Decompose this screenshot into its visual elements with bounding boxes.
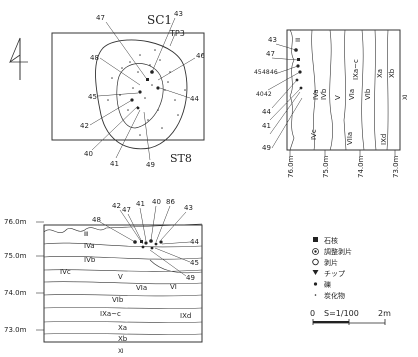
feature-outline	[116, 63, 164, 129]
svg-text:73.0m: 73.0m	[392, 155, 400, 178]
callout-41: 41	[110, 160, 119, 168]
svg-text:2m: 2m	[378, 309, 391, 318]
double-circle-icon	[312, 248, 319, 255]
callout-40: 40	[152, 198, 161, 206]
svg-text:IVc: IVc	[60, 268, 71, 276]
callout-45: 45	[88, 93, 97, 101]
svg-text:76.0m: 76.0m	[4, 218, 27, 226]
svg-text:0: 0	[310, 309, 315, 318]
callout-46: 46	[270, 69, 278, 76]
plan-view: SC1 TP3 ST8 47 43 48 46 45 44 42 40 41 4…	[51, 10, 205, 169]
svg-text:VIa: VIa	[136, 284, 147, 292]
pit-label: SC1	[147, 13, 172, 27]
svg-text:剥片: 剥片	[324, 258, 338, 267]
svg-text:調整剥片: 調整剥片	[324, 247, 352, 256]
small-dot-icon	[314, 294, 317, 296]
callout-47: 47	[266, 50, 275, 58]
callout-42: 42	[80, 122, 89, 130]
callout-49: 49	[146, 161, 155, 169]
north-arrow-icon	[9, 37, 28, 80]
callout-42: 42	[112, 202, 121, 210]
svg-text:VIb: VIb	[112, 296, 124, 304]
callout-47: 47	[96, 14, 105, 22]
svg-text:IXd: IXd	[380, 134, 388, 145]
svg-text:Xb: Xb	[388, 68, 396, 78]
triangle-icon	[312, 270, 319, 275]
svg-text:Ⅲ: Ⅲ	[84, 231, 88, 238]
callout-44: 44	[262, 108, 271, 116]
svg-text:73.0m: 73.0m	[4, 326, 27, 334]
svg-text:石核: 石核	[324, 236, 338, 245]
svg-text:IVb: IVb	[84, 256, 96, 264]
callout-42: 42	[264, 91, 272, 98]
svg-text:チップ: チップ	[324, 270, 345, 278]
callout-45: 45	[190, 259, 199, 267]
svg-text:Ⅺ: Ⅺ	[118, 348, 124, 355]
trench-label: ST8	[170, 152, 192, 165]
callout-48: 48	[90, 54, 99, 62]
svg-text:IXa~c: IXa~c	[100, 310, 121, 318]
svg-text:IVb: IVb	[320, 88, 328, 100]
svg-text:礫: 礫	[324, 280, 331, 289]
svg-text:75.0m: 75.0m	[4, 252, 27, 260]
callout-46: 46	[196, 52, 205, 60]
svg-text:V: V	[118, 273, 123, 281]
svg-text:VI: VI	[170, 283, 177, 291]
callout-40: 40	[84, 150, 93, 158]
callout-48: 48	[262, 69, 270, 76]
svg-text:Ⅲ: Ⅲ	[295, 38, 302, 42]
callout-44: 44	[190, 238, 199, 246]
callout-41: 41	[262, 122, 271, 130]
callout-86: 86	[166, 198, 175, 206]
callout-44: 44	[190, 95, 199, 103]
callout-43: 43	[184, 204, 193, 212]
svg-text:VIb: VIb	[364, 88, 372, 100]
svg-text:IXa~c: IXa~c	[352, 59, 360, 80]
scale-bar: 0 S=1/100 2m	[310, 309, 391, 325]
svg-text:74.0m: 74.0m	[4, 289, 27, 297]
test-pit-label: TP3	[169, 29, 185, 38]
filled-square-icon	[313, 237, 318, 242]
pit-outline	[95, 39, 188, 150]
callout-41: 41	[136, 200, 145, 208]
dot-icon	[313, 282, 318, 286]
callout-48: 48	[92, 216, 101, 224]
svg-text:IVa: IVa	[84, 242, 95, 250]
svg-text:IVa: IVa	[312, 89, 320, 100]
svg-text:76.0m: 76.0m	[287, 155, 295, 178]
legend: 石核 調整剥片 剥片 チップ 礫 炭化物	[312, 236, 352, 300]
svg-text:Xb: Xb	[118, 335, 128, 343]
svg-text:炭化物: 炭化物	[324, 291, 345, 300]
callout-40: 40	[256, 91, 264, 98]
svg-text:VIa: VIa	[348, 89, 356, 100]
callout-43: 43	[174, 10, 183, 18]
east-section: 43 47 45 48 46 40 42 44 41 49 IVa IVb V …	[254, 29, 409, 178]
svg-text:75.0m: 75.0m	[322, 155, 330, 178]
svg-text:Xa: Xa	[118, 324, 127, 332]
svg-text:Xa: Xa	[376, 69, 384, 78]
svg-text:74.0m: 74.0m	[357, 155, 365, 178]
svg-text:IVc: IVc	[310, 129, 318, 140]
svg-text:Ⅺ: Ⅺ	[402, 94, 409, 100]
svg-text:S=1/100: S=1/100	[324, 309, 359, 318]
callout-45: 45	[254, 69, 262, 76]
callout-47: 47	[122, 206, 131, 214]
south-section: 48 42 47 41 40 86 43 44 45 49 Ⅲ IVa IVb …	[4, 198, 203, 355]
svg-text:V: V	[334, 95, 342, 100]
callout-43: 43	[268, 36, 277, 44]
svg-text:VIIa: VIIa	[346, 132, 354, 145]
circle-icon	[312, 258, 319, 266]
svg-text:IXd: IXd	[180, 312, 191, 320]
callout-49: 49	[262, 144, 271, 152]
callout-49: 49	[186, 274, 195, 282]
